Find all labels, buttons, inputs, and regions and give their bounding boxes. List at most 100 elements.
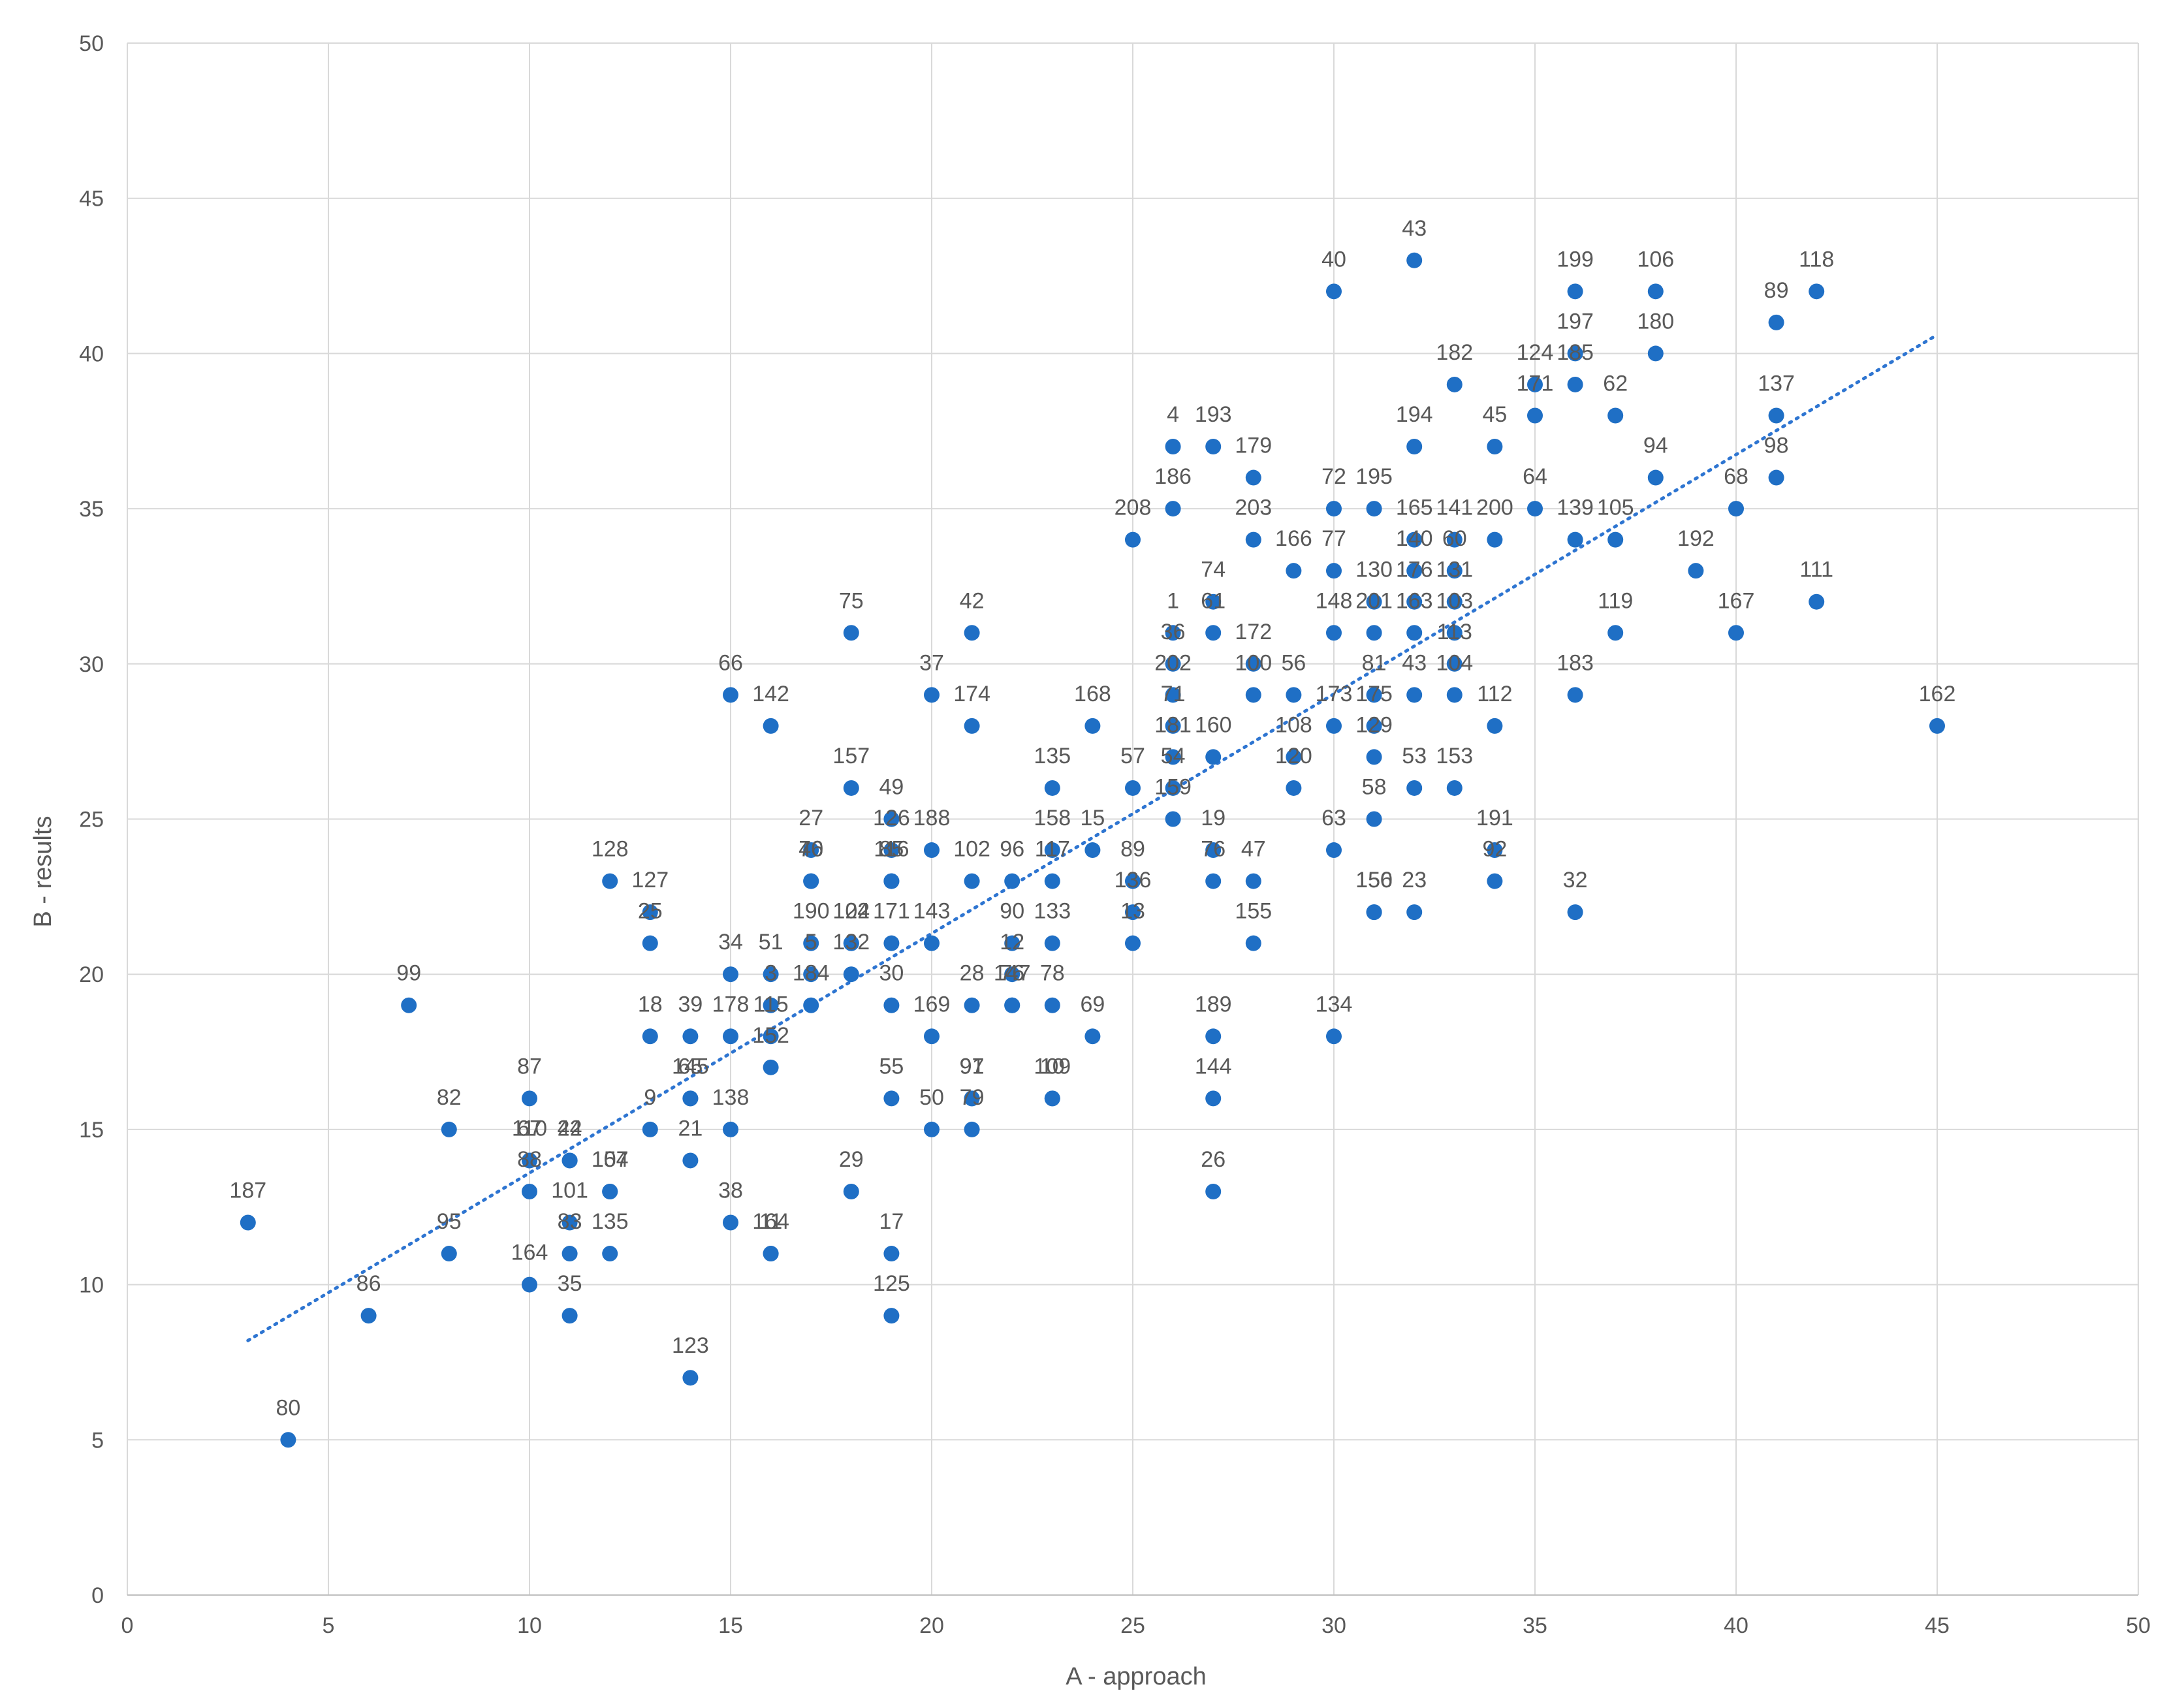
- data-point: [843, 625, 859, 641]
- data-label: 50: [919, 1085, 944, 1110]
- data-point: [763, 1028, 779, 1045]
- data-point: [723, 1028, 738, 1045]
- data-label: 58: [1362, 775, 1387, 800]
- data-label: 166: [1275, 526, 1312, 551]
- data-point: [1326, 718, 1342, 734]
- data-label: 26: [1201, 1147, 1225, 1172]
- data-label: 108: [1275, 712, 1312, 737]
- data-label: 172: [1235, 620, 1272, 644]
- x-tick-label: 45: [1925, 1613, 1950, 1638]
- data-point: [1084, 718, 1101, 734]
- data-point: [1044, 1090, 1060, 1107]
- data-label: 135: [1034, 744, 1071, 768]
- data-label: 123: [672, 1333, 709, 1358]
- data-point: [1406, 904, 1423, 921]
- data-point: [522, 1090, 537, 1107]
- data-point: [1125, 780, 1141, 796]
- data-point: [1768, 469, 1784, 486]
- data-point: [1165, 749, 1181, 765]
- data-label: 171: [873, 899, 910, 924]
- data-label: 130: [1355, 558, 1393, 582]
- data-label: 79: [960, 1085, 985, 1110]
- data-label: 34: [718, 930, 743, 955]
- data-label: 47: [1241, 837, 1266, 862]
- data-point: [964, 1090, 980, 1107]
- data-label: 176: [1396, 558, 1433, 582]
- data-point: [1487, 531, 1503, 548]
- data-point: [1446, 780, 1463, 796]
- data-label: 11: [759, 1209, 782, 1234]
- data-label: 143: [913, 899, 951, 924]
- data-point: [602, 1246, 618, 1262]
- data-label: 43: [1402, 650, 1427, 675]
- data-label: 90: [1000, 899, 1024, 924]
- data-label: 80: [276, 1395, 300, 1420]
- data-point: [1366, 904, 1382, 921]
- data-label: 140: [1396, 526, 1433, 551]
- data-point: [1205, 842, 1222, 859]
- data-point: [682, 1090, 699, 1107]
- data-point: [1809, 593, 1825, 610]
- data-label: 77: [1321, 526, 1346, 551]
- data-label: 5: [805, 930, 817, 955]
- data-point: [1366, 593, 1382, 610]
- data-point: [642, 1028, 658, 1045]
- y-tick-label: 25: [79, 808, 104, 832]
- y-tick-label: 0: [91, 1583, 104, 1608]
- trendline: [246, 333, 1939, 1342]
- data-point: [1125, 904, 1141, 921]
- data-label: 69: [1080, 992, 1105, 1017]
- data-point: [763, 966, 779, 983]
- data-point: [1446, 687, 1463, 703]
- data-label: 96: [1000, 837, 1024, 862]
- data-label: 128: [592, 837, 629, 862]
- data-point: [1044, 842, 1060, 859]
- data-label: 111: [1799, 558, 1833, 582]
- data-point: [723, 1214, 738, 1231]
- data-point: [883, 1308, 900, 1324]
- data-point: [1728, 625, 1744, 641]
- data-point: [1567, 345, 1583, 362]
- data-label: 88: [517, 1147, 542, 1172]
- data-label: 124: [1517, 340, 1554, 365]
- data-point: [1286, 687, 1302, 703]
- data-label: 51: [759, 930, 783, 955]
- data-label: 54: [1161, 744, 1186, 768]
- data-label: 76: [1000, 961, 1024, 986]
- data-label: 150: [1355, 868, 1393, 893]
- x-tick-label: 10: [517, 1613, 542, 1638]
- x-tick-label: 40: [1724, 1613, 1748, 1638]
- data-point: [924, 842, 940, 859]
- data-point: [763, 997, 779, 1013]
- data-point: [1567, 531, 1583, 548]
- data-label: 171: [1517, 371, 1554, 396]
- data-point: [1205, 593, 1222, 610]
- data-point: [964, 873, 980, 889]
- data-point: [441, 1121, 457, 1137]
- data-point: [1286, 749, 1302, 765]
- data-label: 32: [1563, 868, 1588, 893]
- data-point: [1004, 873, 1020, 889]
- data-label: 173: [1316, 682, 1353, 706]
- data-point: [602, 1183, 618, 1199]
- data-label: 27: [798, 806, 823, 830]
- data-label: 156: [1355, 868, 1393, 893]
- data-label: 164: [511, 1241, 548, 1265]
- data-label: 190: [793, 899, 830, 924]
- data-label: 30: [879, 961, 904, 986]
- data-point: [1929, 718, 1945, 734]
- data-point: [803, 966, 819, 983]
- data-point: [1728, 501, 1744, 517]
- data-label: 119: [1598, 588, 1633, 613]
- data-point: [1205, 625, 1222, 641]
- data-point: [1446, 593, 1463, 610]
- data-label: 134: [1316, 992, 1353, 1017]
- data-label: 12: [1000, 930, 1024, 955]
- data-label: 147: [994, 961, 1031, 986]
- data-point: [522, 1152, 537, 1169]
- data-label: 180: [1637, 309, 1674, 334]
- data-point: [1366, 501, 1382, 517]
- data-label: 208: [1115, 496, 1152, 520]
- data-label: 202: [1154, 650, 1192, 675]
- data-point: [1688, 563, 1704, 579]
